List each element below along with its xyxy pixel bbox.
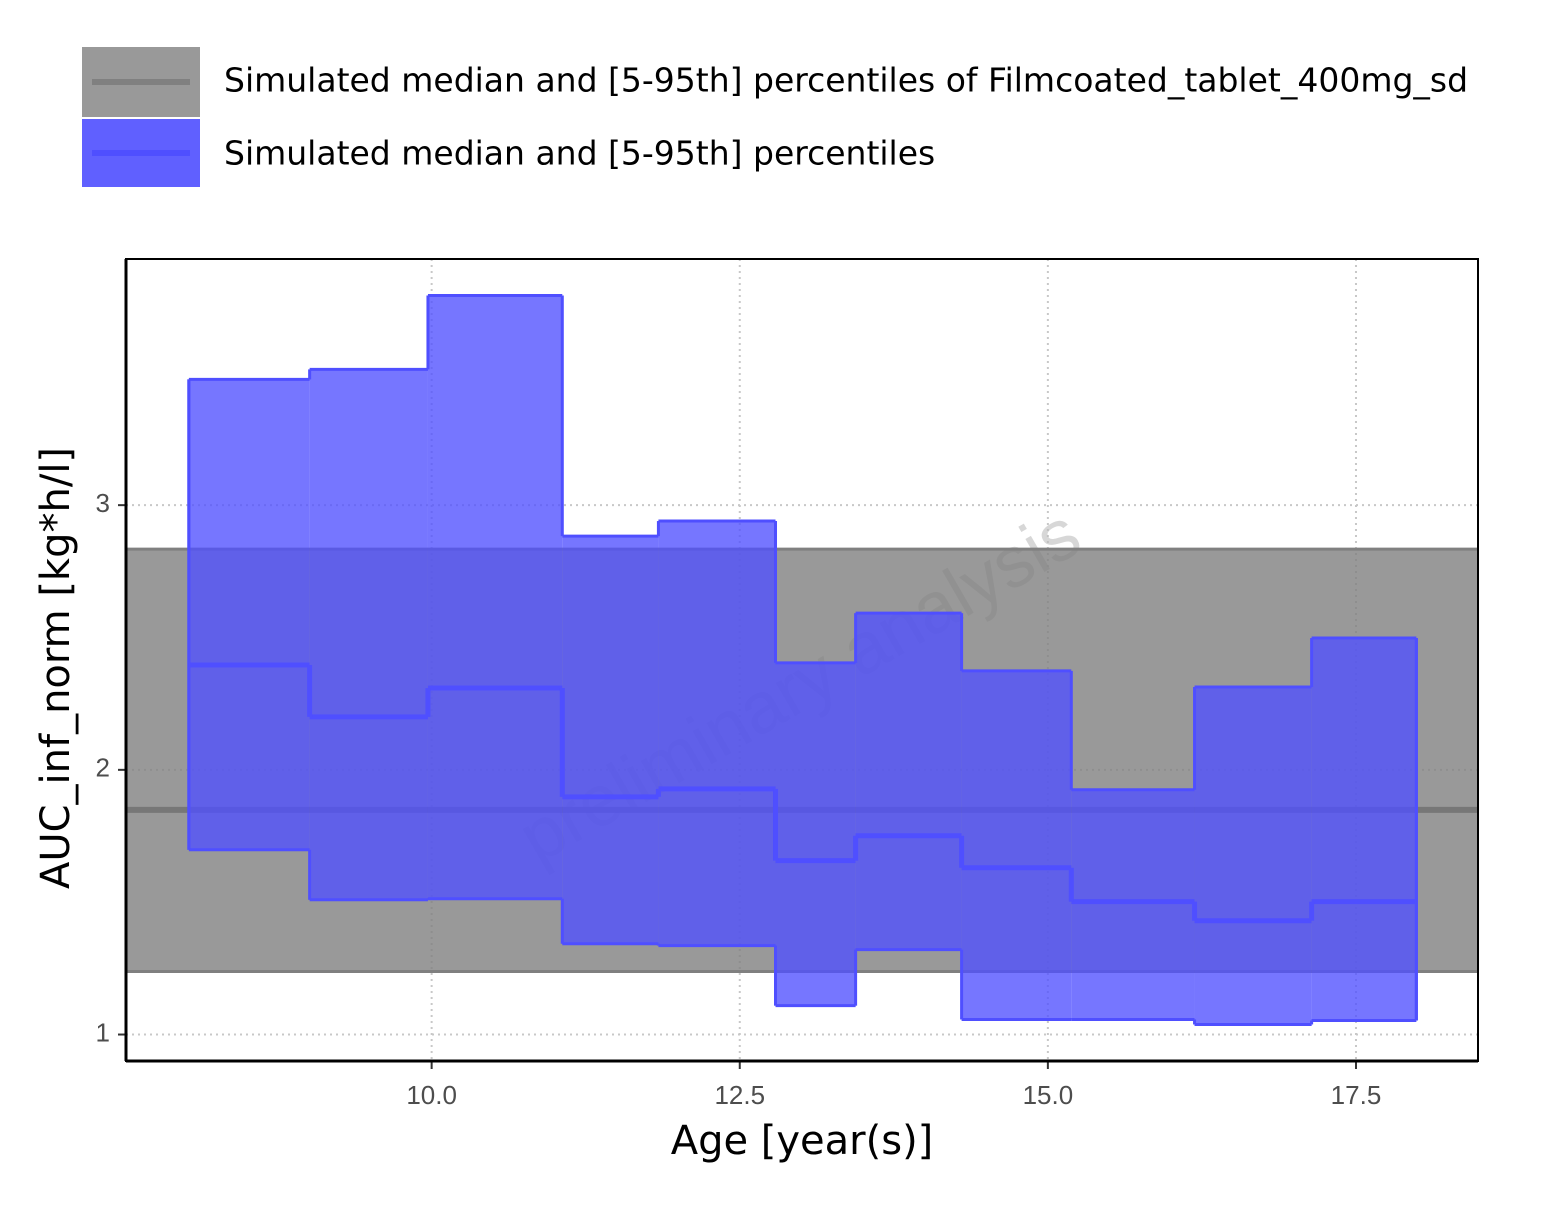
x-tick-label: 15.0 <box>1023 1080 1074 1110</box>
ribbon-segment <box>562 536 659 944</box>
y-tick-label: 1 <box>96 1017 110 1047</box>
ribbon-segment <box>1311 638 1417 1021</box>
y-tick-label: 3 <box>96 488 110 518</box>
ribbon-segment <box>775 662 856 1006</box>
ribbon-segment <box>658 521 776 946</box>
ribbon-segment <box>427 295 563 899</box>
ribbon-segment <box>188 379 310 850</box>
x-tick-label: 17.5 <box>1331 1080 1382 1110</box>
legend-label: Simulated median and [5-95th] percentile… <box>224 134 935 173</box>
ribbon-segment <box>961 670 1072 1020</box>
y-axis-title: AUC_inf_norm [kg*h/l] <box>33 447 79 889</box>
ribbon-segment <box>309 369 428 900</box>
ribbon-segment <box>1071 789 1195 1020</box>
x-tick-label: 10.0 <box>406 1080 457 1110</box>
legend-label: Simulated median and [5-95th] percentile… <box>224 61 1468 100</box>
x-axis-title: Age [year(s)] <box>671 1118 934 1164</box>
y-tick-label: 2 <box>96 753 110 783</box>
ribbon-segment <box>855 613 962 950</box>
x-tick-label: 12.5 <box>714 1080 765 1110</box>
ribbon-segment <box>1194 686 1312 1025</box>
